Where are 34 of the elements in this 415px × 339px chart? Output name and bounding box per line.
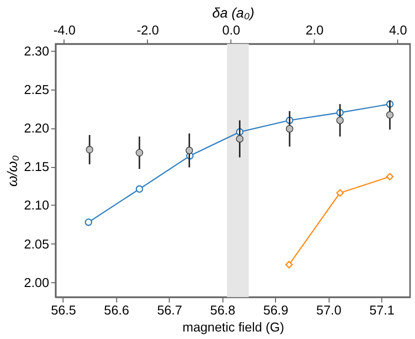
x2-tick-label: 2.0 [306, 22, 324, 38]
point [286, 125, 294, 133]
x-tick-label: 56.7 [157, 302, 182, 318]
x-tick-label: 56.9 [263, 302, 288, 318]
point [386, 111, 394, 119]
x-tick-label: 56.8 [210, 302, 236, 318]
x-axis-title: magnetic field (G) [182, 319, 284, 334]
y-tick-label: 2.20 [24, 120, 50, 136]
point [86, 146, 94, 154]
y-tick-label: 2.05 [24, 236, 50, 252]
point [386, 172, 394, 180]
x2-tick-label: -2.0 [136, 22, 159, 38]
y-tick-label: 2.00 [24, 274, 50, 290]
point [336, 116, 344, 124]
x-tick-label: 57.0 [316, 302, 342, 318]
point [236, 135, 244, 143]
x2-tick-label: 4.0 [389, 22, 407, 38]
x-tick-label: 56.5 [50, 302, 76, 318]
x2-tick-label: 0.0 [222, 22, 240, 38]
point [336, 189, 344, 197]
y-tick-label: 2.10 [24, 198, 50, 213]
point [136, 149, 144, 156]
y-tick-label: 2.30 [24, 43, 50, 58]
x2-axis-title: δa (a₀) [212, 4, 254, 21]
point [136, 185, 144, 193]
point [186, 146, 194, 154]
y-tick-label: 2.15 [24, 159, 50, 174]
x-tick-label: 56.6 [104, 302, 130, 318]
point [285, 260, 293, 268]
x2-tick-label: -4.0 [53, 22, 76, 38]
y-tick-label: 2.25 [24, 82, 50, 97]
y-axis-title: ω/ω₀ [4, 155, 20, 187]
point [84, 218, 92, 226]
x-tick-label: 57.1 [369, 302, 394, 318]
